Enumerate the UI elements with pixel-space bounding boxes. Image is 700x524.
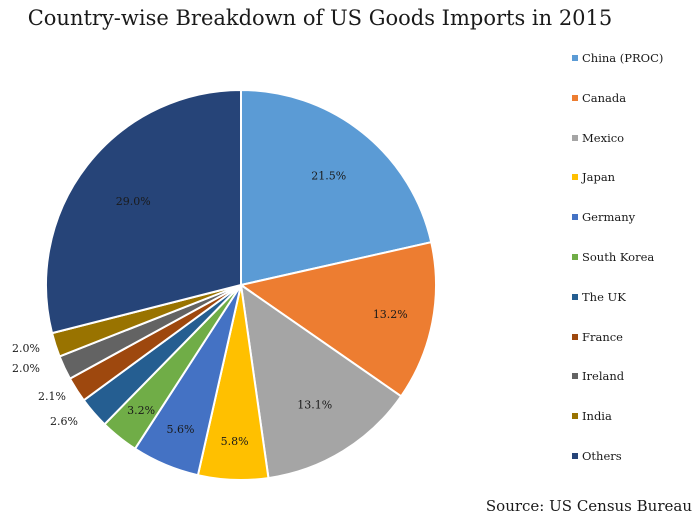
legend-swatch [572,373,578,380]
pie-slice-mexico [239,282,403,480]
legend-label: India [582,409,612,424]
data-label-south-korea: 3.2% [127,404,155,417]
legend-item-china-proc: China (PROC) [572,50,663,66]
legend-label: Canada [582,90,627,105]
legend-item-mexico: Mexico [572,130,624,146]
legend-item-india: India [572,408,612,424]
pie-slice-china-proc [240,88,433,287]
pie-slice-canada [238,241,437,398]
legend-item-the-uk: The UK [572,289,626,305]
data-label-china-proc: 21.5% [311,169,346,182]
chart-title: Country-wise Breakdown of US Goods Impor… [27,6,613,30]
legend-swatch [572,333,578,340]
legend-label: Mexico [582,130,625,145]
legend-swatch [572,55,578,61]
legend-label: China (PROC) [582,51,664,65]
legend-label: South Korea [582,250,655,264]
legend-item-south-korea: South Korea [572,249,654,265]
data-label-ireland: 2.0% [12,362,40,375]
legend-label: Germany [582,210,636,225]
legend-swatch [572,413,578,420]
pie-slice-others [45,88,242,335]
legend-item-germany: Germany [572,209,635,225]
legend-item-ireland: Ireland [572,368,624,384]
data-label-canada: 13.2% [373,308,408,321]
source-note: Source: US Census Bureau [485,497,692,515]
data-label-germany: 5.6% [167,423,195,436]
data-label-japan: 5.8% [221,435,249,448]
legend-item-canada: Canada [572,90,626,106]
legend-swatch [572,94,578,101]
legend-label: Others [582,449,622,463]
legend-swatch [572,254,578,260]
data-label-france: 2.1% [38,390,66,403]
legend-label: The UK [582,289,626,304]
legend-item-japan: Japan [572,169,615,185]
legend-swatch [572,174,578,181]
legend-swatch [572,293,578,300]
data-label-india: 2.0% [12,342,40,355]
legend-item-others: Others [572,448,622,464]
legend-item-france: France [572,329,623,345]
legend-swatch [572,453,578,459]
legend-label: France [582,329,623,344]
legend-swatch [572,134,578,141]
legend-swatch [572,214,578,221]
legend-label: Japan [582,170,616,185]
data-label-the-uk: 2.6% [50,415,78,428]
data-label-others: 29.0% [116,195,151,208]
data-label-mexico: 13.1% [297,399,332,412]
legend-label: Ireland [582,369,625,384]
